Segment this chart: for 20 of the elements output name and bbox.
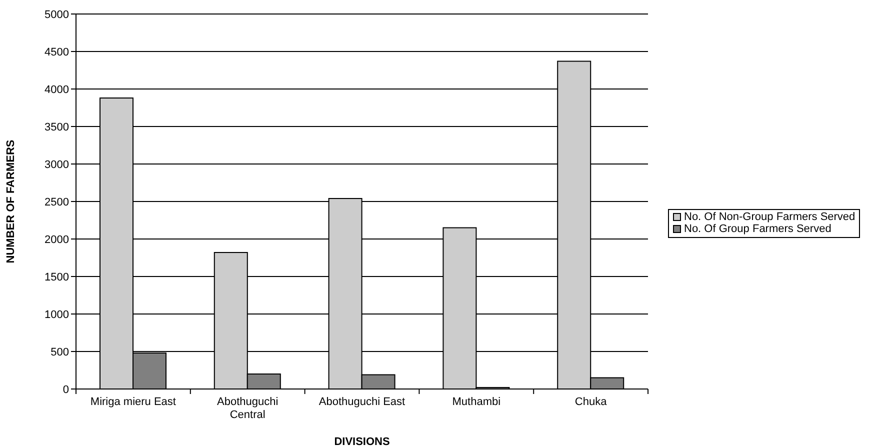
x-tick-label: Chuka: [574, 396, 608, 408]
y-tick-label: 2500: [44, 196, 69, 208]
y-axis-title: NUMBER OF FARMERS: [4, 140, 17, 264]
x-tick-label: Muthambi: [452, 396, 501, 408]
y-tick-label: 5000: [44, 8, 69, 21]
legend-label: No. Of Non-Group Farmers Served: [684, 211, 856, 223]
y-tick-label: 2000: [44, 234, 69, 246]
y-tick-label: 1500: [44, 271, 69, 284]
y-tick-label: 1000: [44, 308, 69, 321]
y-tick-label: 4000: [44, 84, 69, 96]
x-tick-label: Miriga mieru East: [90, 396, 176, 408]
y-tick-label: 0: [62, 384, 69, 396]
y-tick-label: 500: [50, 346, 69, 358]
y-tick-label: 4500: [44, 46, 69, 58]
x-tick-label: Abothuguchi Central: [217, 396, 278, 421]
legend-label: No. Of Group Farmers Served: [684, 223, 832, 235]
x-tick-label: Abothuguchi East: [318, 396, 406, 408]
x-axis-title: DIVISIONS: [334, 436, 390, 447]
y-tick-label: 3500: [44, 121, 69, 134]
y-tick-label: 3000: [44, 158, 69, 171]
